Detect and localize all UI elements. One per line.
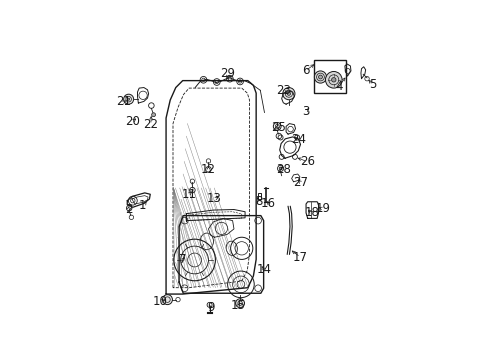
Text: 3: 3 — [302, 105, 309, 118]
Text: 14: 14 — [256, 264, 271, 276]
Circle shape — [123, 94, 133, 104]
Circle shape — [331, 77, 335, 82]
Text: 2: 2 — [124, 203, 132, 216]
Text: 18: 18 — [304, 206, 319, 219]
Bar — [258, 193, 261, 199]
Bar — [313, 60, 345, 93]
Text: 16: 16 — [261, 197, 276, 210]
Text: 23: 23 — [275, 84, 290, 97]
Text: 9: 9 — [206, 301, 214, 314]
Circle shape — [314, 71, 326, 83]
Circle shape — [286, 92, 290, 95]
Circle shape — [151, 113, 155, 117]
Text: 28: 28 — [275, 163, 290, 176]
Text: 27: 27 — [292, 176, 307, 189]
Text: 25: 25 — [270, 121, 285, 134]
Text: 7: 7 — [179, 253, 186, 266]
Text: 21: 21 — [116, 95, 131, 108]
Text: 29: 29 — [220, 67, 235, 80]
Text: 10: 10 — [153, 295, 167, 308]
Circle shape — [325, 72, 342, 88]
Text: 22: 22 — [143, 118, 158, 131]
Text: 6: 6 — [301, 64, 308, 77]
Text: 4: 4 — [335, 80, 343, 93]
Text: 8: 8 — [255, 195, 262, 208]
Circle shape — [235, 299, 244, 308]
Circle shape — [162, 294, 172, 305]
Text: 24: 24 — [290, 133, 305, 146]
Text: 15: 15 — [230, 300, 245, 312]
Text: 26: 26 — [300, 156, 315, 168]
Text: 11: 11 — [181, 188, 196, 201]
Circle shape — [279, 167, 282, 170]
Text: 12: 12 — [201, 163, 216, 176]
Circle shape — [127, 98, 129, 100]
Circle shape — [318, 75, 322, 79]
Text: 13: 13 — [207, 193, 222, 206]
Text: 20: 20 — [125, 115, 140, 128]
Text: 1: 1 — [138, 199, 145, 212]
Text: 19: 19 — [315, 202, 330, 216]
Circle shape — [282, 87, 294, 100]
Text: 5: 5 — [368, 78, 375, 91]
Text: 17: 17 — [292, 251, 307, 264]
